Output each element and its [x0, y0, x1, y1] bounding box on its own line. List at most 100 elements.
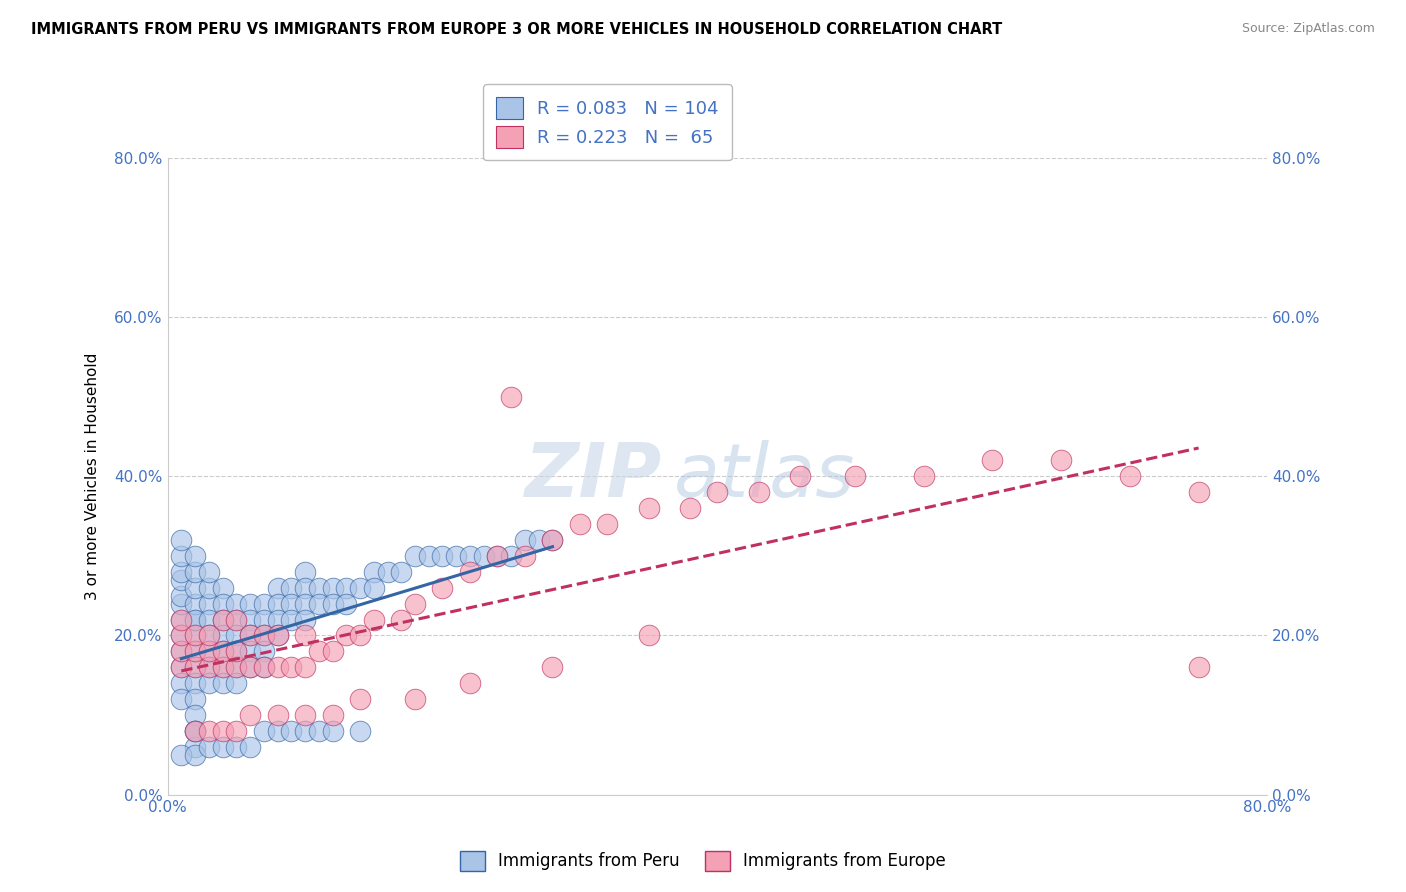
Point: [239, 628, 262, 642]
Point: [266, 613, 288, 627]
Point: [1187, 660, 1209, 674]
Point: [363, 565, 385, 579]
Point: [225, 613, 247, 627]
Point: [1119, 469, 1142, 483]
Point: [513, 533, 536, 547]
Point: [184, 597, 207, 611]
Point: [458, 676, 481, 690]
Point: [432, 581, 454, 595]
Point: [389, 565, 412, 579]
Point: [198, 644, 221, 658]
Point: [211, 628, 233, 642]
Point: [266, 628, 288, 642]
Point: [1050, 453, 1073, 467]
Text: IMMIGRANTS FROM PERU VS IMMIGRANTS FROM EUROPE 3 OR MORE VEHICLES IN HOUSEHOLD C: IMMIGRANTS FROM PERU VS IMMIGRANTS FROM …: [31, 22, 1002, 37]
Point: [225, 724, 247, 739]
Point: [211, 613, 233, 627]
Point: [170, 589, 193, 603]
Point: [198, 597, 221, 611]
Point: [706, 485, 728, 500]
Point: [239, 660, 262, 674]
Point: [541, 533, 564, 547]
Y-axis label: 3 or more Vehicles in Household: 3 or more Vehicles in Household: [86, 352, 100, 600]
Point: [184, 724, 207, 739]
Point: [266, 660, 288, 674]
Point: [225, 739, 247, 754]
Point: [184, 628, 207, 642]
Point: [184, 692, 207, 706]
Point: [211, 724, 233, 739]
Point: [568, 516, 591, 531]
Point: [349, 692, 371, 706]
Point: [211, 581, 233, 595]
Point: [253, 628, 276, 642]
Point: [266, 724, 288, 739]
Point: [486, 549, 509, 563]
Point: [211, 644, 233, 658]
Point: [184, 747, 207, 762]
Point: [253, 597, 276, 611]
Point: [198, 676, 221, 690]
Text: Source: ZipAtlas.com: Source: ZipAtlas.com: [1241, 22, 1375, 36]
Point: [211, 739, 233, 754]
Point: [198, 565, 221, 579]
Point: [280, 660, 302, 674]
Point: [280, 613, 302, 627]
Point: [486, 549, 509, 563]
Point: [211, 597, 233, 611]
Point: [225, 660, 247, 674]
Point: [225, 644, 247, 658]
Point: [472, 549, 495, 563]
Point: [541, 533, 564, 547]
Point: [266, 581, 288, 595]
Point: [184, 660, 207, 674]
Point: [501, 390, 523, 404]
Point: [349, 581, 371, 595]
Point: [225, 628, 247, 642]
Point: [266, 708, 288, 723]
Point: [184, 581, 207, 595]
Point: [280, 724, 302, 739]
Point: [418, 549, 440, 563]
Point: [239, 708, 262, 723]
Point: [198, 660, 221, 674]
Point: [198, 628, 221, 642]
Point: [184, 724, 207, 739]
Point: [321, 724, 343, 739]
Point: [404, 597, 426, 611]
Point: [280, 581, 302, 595]
Point: [280, 597, 302, 611]
Point: [458, 565, 481, 579]
Point: [170, 660, 193, 674]
Point: [170, 628, 193, 642]
Point: [321, 708, 343, 723]
Point: [501, 549, 523, 563]
Point: [225, 660, 247, 674]
Point: [170, 644, 193, 658]
Point: [308, 644, 330, 658]
Point: [170, 676, 193, 690]
Point: [184, 613, 207, 627]
Point: [184, 739, 207, 754]
Point: [184, 565, 207, 579]
Point: [198, 644, 221, 658]
Point: [294, 613, 316, 627]
Point: [321, 581, 343, 595]
Point: [170, 692, 193, 706]
Point: [184, 724, 207, 739]
Point: [198, 581, 221, 595]
Point: [389, 613, 412, 627]
Point: [239, 660, 262, 674]
Text: atlas: atlas: [673, 440, 855, 512]
Point: [637, 501, 659, 516]
Point: [198, 628, 221, 642]
Point: [239, 628, 262, 642]
Point: [184, 708, 207, 723]
Point: [225, 613, 247, 627]
Point: [184, 549, 207, 563]
Point: [912, 469, 935, 483]
Point: [349, 724, 371, 739]
Point: [321, 644, 343, 658]
Point: [211, 644, 233, 658]
Point: [404, 692, 426, 706]
